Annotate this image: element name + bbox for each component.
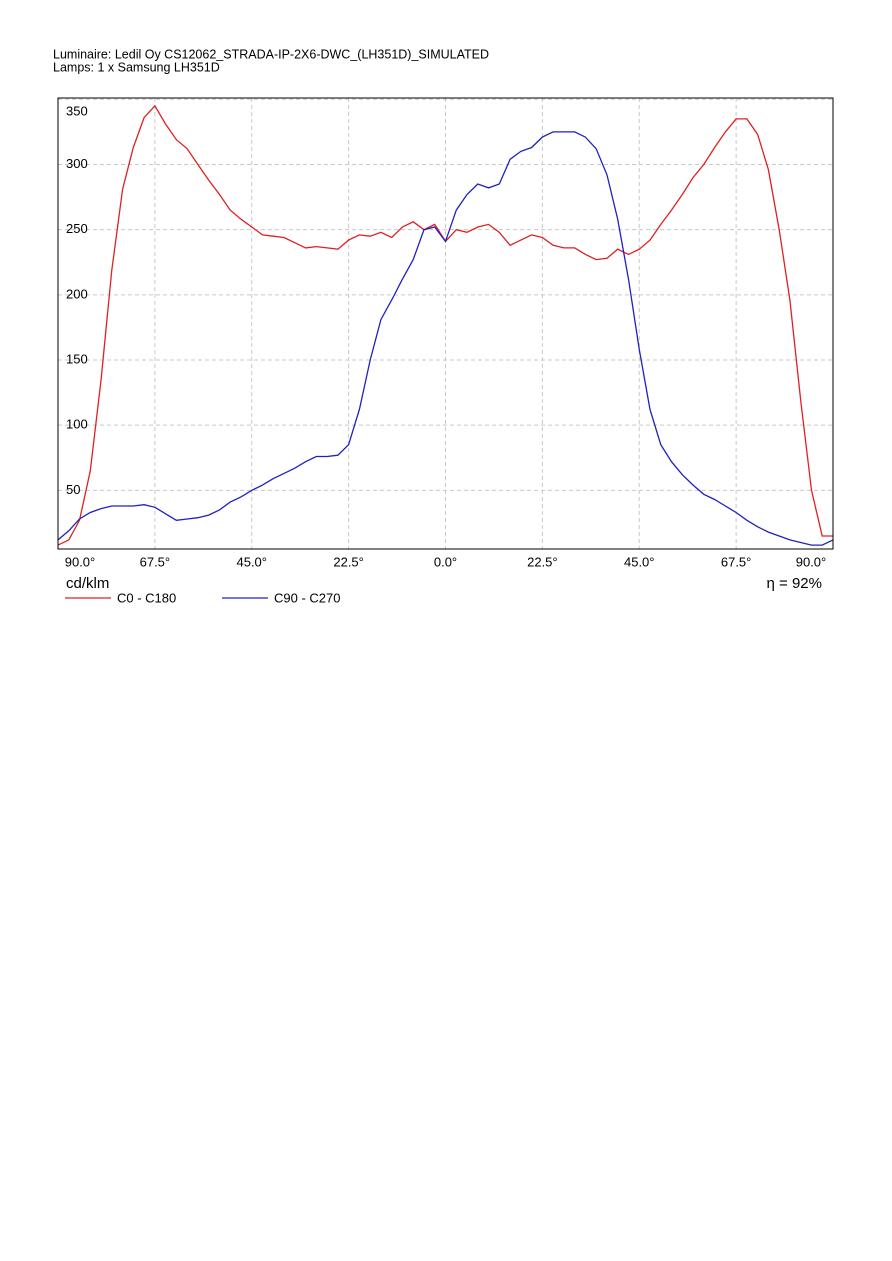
data-line (57, 131, 834, 546)
y-tick-label: 50 (66, 482, 80, 497)
y-tick-label: 250 (66, 221, 88, 236)
y-tick-label: 100 (66, 417, 88, 432)
chart-title: Luminaire: Ledil Oy CS12062_STRADA-IP-2X… (53, 47, 489, 61)
y-tick-label: 200 (66, 286, 88, 301)
y-axis-unit: cd/klm (66, 575, 109, 592)
x-tick-label: 22.5° (527, 554, 558, 569)
plot-frame (57, 97, 834, 550)
x-tick-label: 90.0° (65, 554, 96, 569)
x-tick-label: 67.5° (140, 554, 171, 569)
annotation: η = 92% (767, 575, 822, 592)
x-tick-label: 45.0° (236, 554, 267, 569)
x-tick-label: 0.0° (434, 554, 457, 569)
y-tick-label: 350 (66, 103, 88, 118)
legend-label: C0 - C180 (117, 590, 176, 605)
x-tick-label: 22.5° (333, 554, 364, 569)
x-tick-label: 67.5° (721, 554, 752, 569)
y-tick-label: 300 (66, 156, 88, 171)
chart-subtitle: Lamps: 1 x Samsung LH351D (53, 60, 220, 74)
x-tick-label: 45.0° (624, 554, 655, 569)
legend-label: C90 - C270 (274, 590, 340, 605)
y-tick-label: 150 (66, 351, 88, 366)
x-tick-label: 90.0° (796, 554, 827, 569)
